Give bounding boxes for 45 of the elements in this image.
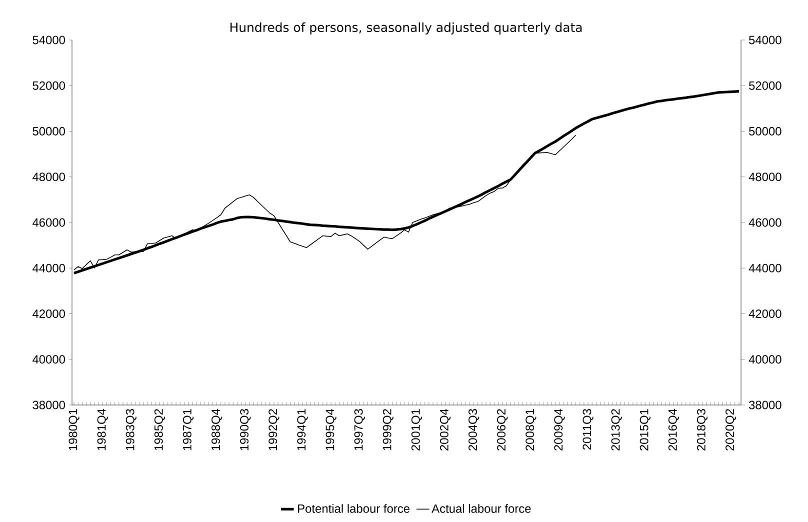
y2-tick-label: 50000 — [32, 127, 66, 136]
x-tick-label: 1995Q4 — [326, 408, 336, 450]
x-tick-label: 2011Q3 — [582, 409, 594, 450]
x-tick-label: 2018Q3 — [696, 409, 708, 450]
y-tick-label: 38000 — [748, 400, 782, 410]
x-tick-label: 2006Q2 — [497, 409, 508, 450]
y-tick-label: 50000 — [749, 127, 782, 136]
x-tick-label: 2008Q1 — [526, 409, 536, 450]
x-tick-label: 2016Q4 — [668, 408, 680, 450]
y-tick-label: 48000 — [748, 172, 782, 182]
x-tick-label: 1988Q4 — [212, 408, 222, 450]
x-tick-label: 1992Q2 — [268, 409, 280, 450]
x-tick-label: 2013Q2 — [611, 409, 622, 450]
x-tick-label: 1997Q3 — [354, 409, 365, 450]
x-tick-label: 2001Q1 — [411, 409, 422, 450]
chart-title: Hundreds of persons, seasonally adjusted quarterly data — [230, 22, 582, 34]
y-tick-label: 44000 — [748, 264, 782, 272]
y2-tick-label: 48000 — [32, 172, 66, 182]
x-tick-label: 1980Q1 — [68, 409, 80, 450]
x-tick-label: 2009Q4 — [554, 408, 565, 450]
y2-tick-label: 44000 — [32, 264, 66, 272]
y-tick-label: 54000 — [749, 36, 782, 44]
x-tick-label: 2020Q2 — [726, 409, 736, 450]
x-tick-label: 1999Q2 — [382, 409, 394, 450]
x-tick-label: 1994Q1 — [297, 409, 308, 450]
x-tick-label: 1981Q4 — [97, 408, 108, 450]
x-tick-label: 1990Q3 — [240, 409, 251, 450]
y2-tick-label: 42000 — [32, 310, 66, 318]
x-tick-label: 1983Q3 — [126, 409, 136, 450]
y-tick-label: 42000 — [748, 310, 782, 318]
y-tick-label: 46000 — [748, 218, 782, 227]
x-tick-label: 2002Q4 — [440, 408, 451, 450]
x-tick-label: 2004Q3 — [468, 409, 480, 450]
y-tick-label: 40000 — [748, 355, 782, 364]
y2-tick-label: 52000 — [32, 81, 66, 90]
y2-tick-label: 54000 — [32, 36, 66, 44]
x-tick-label: 1985Q2 — [154, 409, 166, 450]
x-tick-label: 2015Q1 — [640, 409, 650, 450]
y2-tick-label: 40000 — [32, 355, 66, 364]
x-tick-label: 1987Q1 — [182, 409, 194, 450]
y2-tick-label: 38000 — [32, 400, 66, 410]
legend-label: Actual labour force — [432, 504, 531, 513]
y-tick-label: 52000 — [749, 81, 782, 90]
legend-label: Potential labour force — [298, 504, 410, 513]
y2-tick-label: 46000 — [32, 218, 66, 227]
